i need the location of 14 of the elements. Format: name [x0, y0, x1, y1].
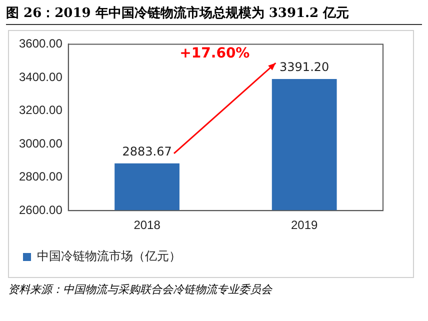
y-tick-label: 3000.00: [18, 136, 63, 150]
annotation: +17.60%: [180, 46, 250, 62]
y-tick-label: 3400.00: [18, 70, 63, 84]
x-tick-label: 2018: [134, 218, 161, 232]
legend-label: 中国冷链物流市场（亿元）: [37, 249, 181, 264]
text: 资料来源：中国物流与采购联合会冷链物流专业委员会: [8, 282, 274, 297]
y-tick-label: 2800.00: [18, 170, 63, 184]
y-tick-label: 2600.00: [18, 202, 63, 217]
data-label: 2883.67: [122, 144, 172, 159]
x-tick-label: 2019: [290, 218, 318, 232]
chart-title: 图 26：2019 年中国冷链物流市场总规模为 3391.2 亿元: [6, 4, 350, 22]
data-label: 3391.20: [280, 60, 330, 74]
y-tick-label: 3200.00: [18, 103, 63, 118]
y-tick-label: 3600.00: [18, 36, 63, 51]
